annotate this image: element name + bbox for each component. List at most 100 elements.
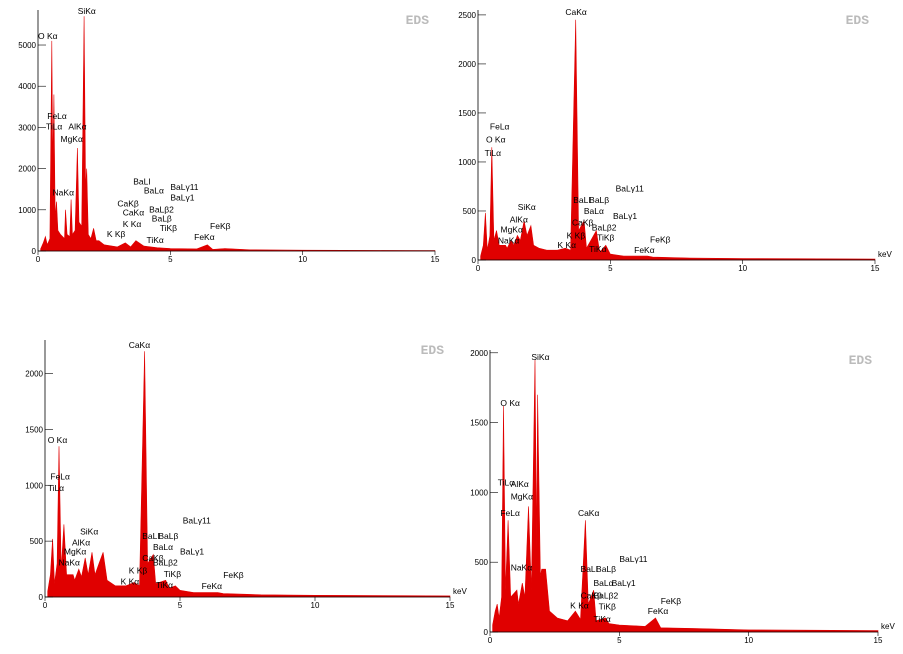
peak-label: TiKβ — [599, 602, 616, 612]
peak-label: BaLI — [581, 564, 599, 574]
peak-label: FeLα — [500, 508, 520, 518]
peak-label: BaLγ1 — [180, 547, 204, 557]
peak-label: K Kα — [123, 219, 142, 229]
spectrum — [492, 359, 879, 633]
peak-label: TiLα — [485, 148, 501, 158]
peak-label: SiKα — [518, 202, 536, 212]
x-tick-label: 5 — [608, 264, 613, 273]
peak-label: FeLα — [490, 122, 510, 132]
x-tick-label: 5 — [617, 636, 622, 645]
peak-label: NaKα — [53, 187, 75, 197]
peak-label: K Kβ — [129, 566, 148, 576]
peak-label: AlKα — [72, 538, 90, 548]
peak-label: BaLI — [142, 531, 160, 541]
peak-label: K Kα — [570, 600, 589, 610]
watermark: EDS — [406, 13, 430, 28]
spectrum — [47, 351, 451, 598]
x-axis-label: keV — [881, 622, 895, 631]
x-tick-label: 10 — [738, 264, 747, 273]
spectrum — [480, 19, 876, 261]
spectrum-chart: 0 500 1000 1500 2000 2500 0 5 10 15 keV EDS CaKα FeLα… — [458, 7, 892, 273]
peak-label: MgKα — [60, 134, 82, 144]
watermark: EDS — [421, 343, 445, 358]
peak-label: NaKα — [498, 235, 520, 245]
peak-label: O Kα — [38, 31, 58, 41]
y-tick-label: 1000 — [458, 158, 476, 167]
peak-label: MgKα — [500, 225, 522, 235]
peak-label: BaLβ2 — [153, 558, 178, 568]
peak-label: O Kα — [48, 435, 68, 445]
y-tick-label: 1000 — [18, 206, 36, 215]
peak-label: O Kα — [486, 134, 506, 144]
peak-label: TiKα — [593, 614, 610, 624]
y-tick-label: 1500 — [25, 425, 43, 434]
x-tick-label: 15 — [446, 601, 455, 610]
peak-label: BaLγ11 — [619, 554, 647, 564]
x-tick-label: 0 — [43, 601, 48, 610]
peak-label: TiLα — [48, 483, 64, 493]
peak-label: BaLβ — [152, 213, 172, 223]
spectrum — [40, 16, 436, 252]
peak-label: FeLα — [50, 472, 70, 482]
peak-label: K Kα — [121, 577, 140, 587]
x-tick-label: 10 — [744, 636, 753, 645]
x-tick-label: 10 — [298, 255, 307, 264]
peak-label: SiKα — [80, 526, 98, 536]
peak-label: TiKα — [156, 580, 173, 590]
x-tick-label: 0 — [488, 636, 493, 645]
peak-label: BaLα — [153, 542, 173, 552]
peak-label: FeKα — [194, 232, 215, 242]
peak-label: TiKβ — [160, 223, 177, 233]
spectrum-chart: 0 500 1000 1500 2000 0 5 10 15 keV EDS CaKα O Kα FeLα… — [25, 340, 467, 610]
peak-label: TiKβ — [597, 232, 614, 242]
peak-label: K Kβ — [107, 229, 126, 239]
peak-label: K Kα — [557, 240, 576, 250]
spectrum-chart: 0 1000 2000 3000 4000 5000 0 5 10 15 EDS SiKα O Kα Fe… — [18, 6, 440, 264]
y-tick-label: 0 — [484, 628, 489, 637]
x-tick-label: 15 — [871, 264, 880, 273]
peak-label: CaKα — [123, 208, 145, 218]
spectrum-chart: 0 500 1000 1500 2000 0 5 10 15 keV EDS SiKα O Kα TiLα… — [470, 349, 895, 645]
y-tick-label: 2500 — [458, 11, 476, 20]
peak-label: AlKα — [68, 121, 86, 131]
watermark: EDS — [846, 13, 870, 28]
peak-label: BaLβ2 — [592, 223, 617, 233]
peak-label: BaLβ2 — [593, 590, 618, 600]
y-tick-label: 500 — [463, 207, 477, 216]
peak-label: FeKα — [634, 245, 655, 255]
peak-label: BaLβ — [158, 531, 178, 541]
x-tick-label: 0 — [36, 255, 41, 264]
peak-label: MgKα — [64, 547, 86, 557]
x-tick-label: 15 — [431, 255, 440, 264]
peak-label: AlKα — [510, 215, 528, 225]
peak-label: CaKα — [578, 508, 600, 518]
peak-label: NaKα — [511, 563, 533, 573]
peak-label: BaLβ — [589, 195, 609, 205]
peak-label: FeKβ — [223, 570, 244, 580]
x-tick-label: 15 — [874, 636, 883, 645]
peak-label: FeKα — [202, 581, 223, 591]
y-tick-label: 4000 — [18, 82, 36, 91]
peak-label: BaLβ — [596, 564, 616, 574]
y-tick-label: 2000 — [458, 60, 476, 69]
peak-label: FeKβ — [661, 596, 682, 606]
x-tick-label: 0 — [476, 264, 481, 273]
peak-label: TiKβ — [164, 569, 181, 579]
peak-label: BaLγ1 — [612, 578, 636, 588]
x-axis-label: keV — [878, 250, 892, 259]
peak-label: BaLγ1 — [170, 192, 194, 202]
y-tick-label: 2000 — [18, 165, 36, 174]
peak-label: CaKα — [565, 7, 587, 17]
y-tick-label: 2000 — [25, 370, 43, 379]
peak-label: MgKα — [511, 491, 533, 501]
peak-label: NaKα — [59, 558, 81, 568]
y-tick-label: 0 — [472, 256, 477, 265]
peak-label: BaLI — [133, 176, 151, 186]
peak-label: TiKα — [147, 235, 164, 245]
peak-label: FeKα — [648, 606, 669, 616]
y-tick-label: 1500 — [458, 109, 476, 118]
peak-label: SiKα — [78, 6, 96, 16]
peak-label: CaKβ — [117, 199, 139, 209]
peak-label: BaLγ1 — [613, 211, 637, 221]
y-tick-label: 3000 — [18, 123, 36, 132]
